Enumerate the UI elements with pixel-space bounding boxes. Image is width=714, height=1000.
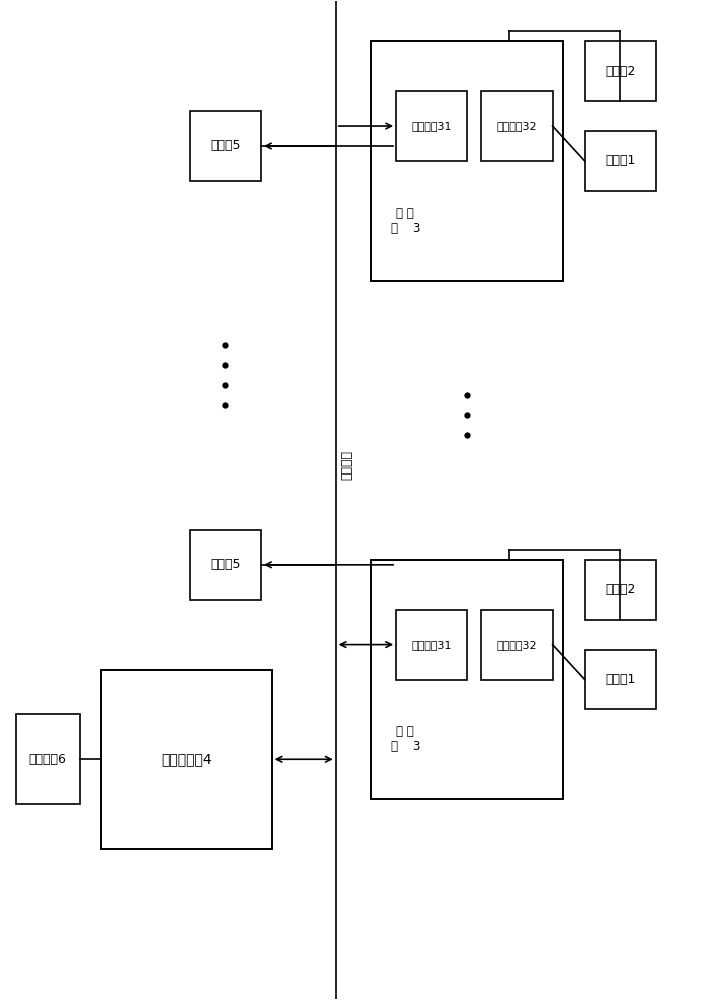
Bar <box>16 714 80 804</box>
Bar <box>101 670 271 849</box>
Text: 流量计2: 流量计2 <box>605 583 635 596</box>
Bar <box>190 111 261 181</box>
Text: 调节阀1: 调节阀1 <box>605 673 635 686</box>
Text: 控制模块31: 控制模块31 <box>411 121 452 131</box>
Text: 控制阀5: 控制阀5 <box>210 558 241 571</box>
Bar <box>190 530 261 600</box>
Text: 执 行
器    3: 执 行 器 3 <box>391 207 420 235</box>
Text: 调节阀1: 调节阀1 <box>605 154 635 167</box>
Bar <box>585 560 655 620</box>
Bar <box>481 91 553 161</box>
Bar <box>396 610 467 680</box>
Text: 控制阀5: 控制阀5 <box>210 139 241 152</box>
Bar <box>585 41 655 101</box>
Bar <box>396 91 467 161</box>
Bar <box>371 41 563 281</box>
Text: 执行模块32: 执行模块32 <box>497 121 538 131</box>
Bar <box>481 610 553 680</box>
Text: 执行模块32: 执行模块32 <box>497 640 538 650</box>
Text: 无线通讯: 无线通讯 <box>341 450 353 480</box>
Text: 执 行
器    3: 执 行 器 3 <box>391 725 420 753</box>
Bar <box>371 560 563 799</box>
Text: 流量计2: 流量计2 <box>605 65 635 78</box>
Bar <box>585 650 655 709</box>
Text: 控制模块31: 控制模块31 <box>411 640 452 650</box>
Bar <box>585 131 655 191</box>
Text: 操作模块6: 操作模块6 <box>29 753 66 766</box>
Text: 中央处理器4: 中央处理器4 <box>161 752 211 766</box>
